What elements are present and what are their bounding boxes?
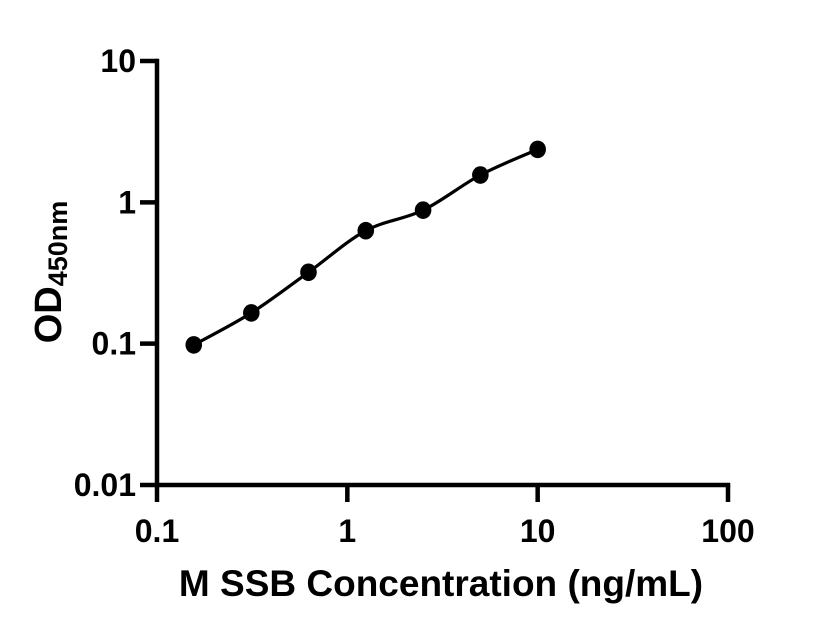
data-point bbox=[300, 263, 317, 282]
y-tick-label: 10 bbox=[100, 43, 136, 79]
x-tick-label: 1 bbox=[338, 513, 356, 549]
data-point bbox=[243, 304, 260, 322]
y-tick-label: 0.01 bbox=[74, 467, 136, 503]
data-point bbox=[529, 140, 546, 159]
y-tick-label: 1 bbox=[118, 184, 136, 220]
y-axis-title: OD450nm bbox=[24, 72, 74, 472]
y-axis-title-main: OD bbox=[28, 286, 70, 344]
x-tick-label: 10 bbox=[520, 513, 556, 549]
data-point bbox=[472, 166, 489, 184]
data-point bbox=[414, 201, 432, 219]
x-axis-title: M SSB Concentration (ng/mL) bbox=[178, 563, 704, 604]
data-point bbox=[357, 221, 375, 240]
x-tick-label: 0.1 bbox=[135, 513, 179, 549]
data-point bbox=[185, 336, 203, 354]
y-axis-title-subscript: 450nm bbox=[43, 200, 73, 287]
y-tick-label: 0.1 bbox=[92, 326, 136, 362]
x-tick-label: 100 bbox=[701, 513, 754, 549]
